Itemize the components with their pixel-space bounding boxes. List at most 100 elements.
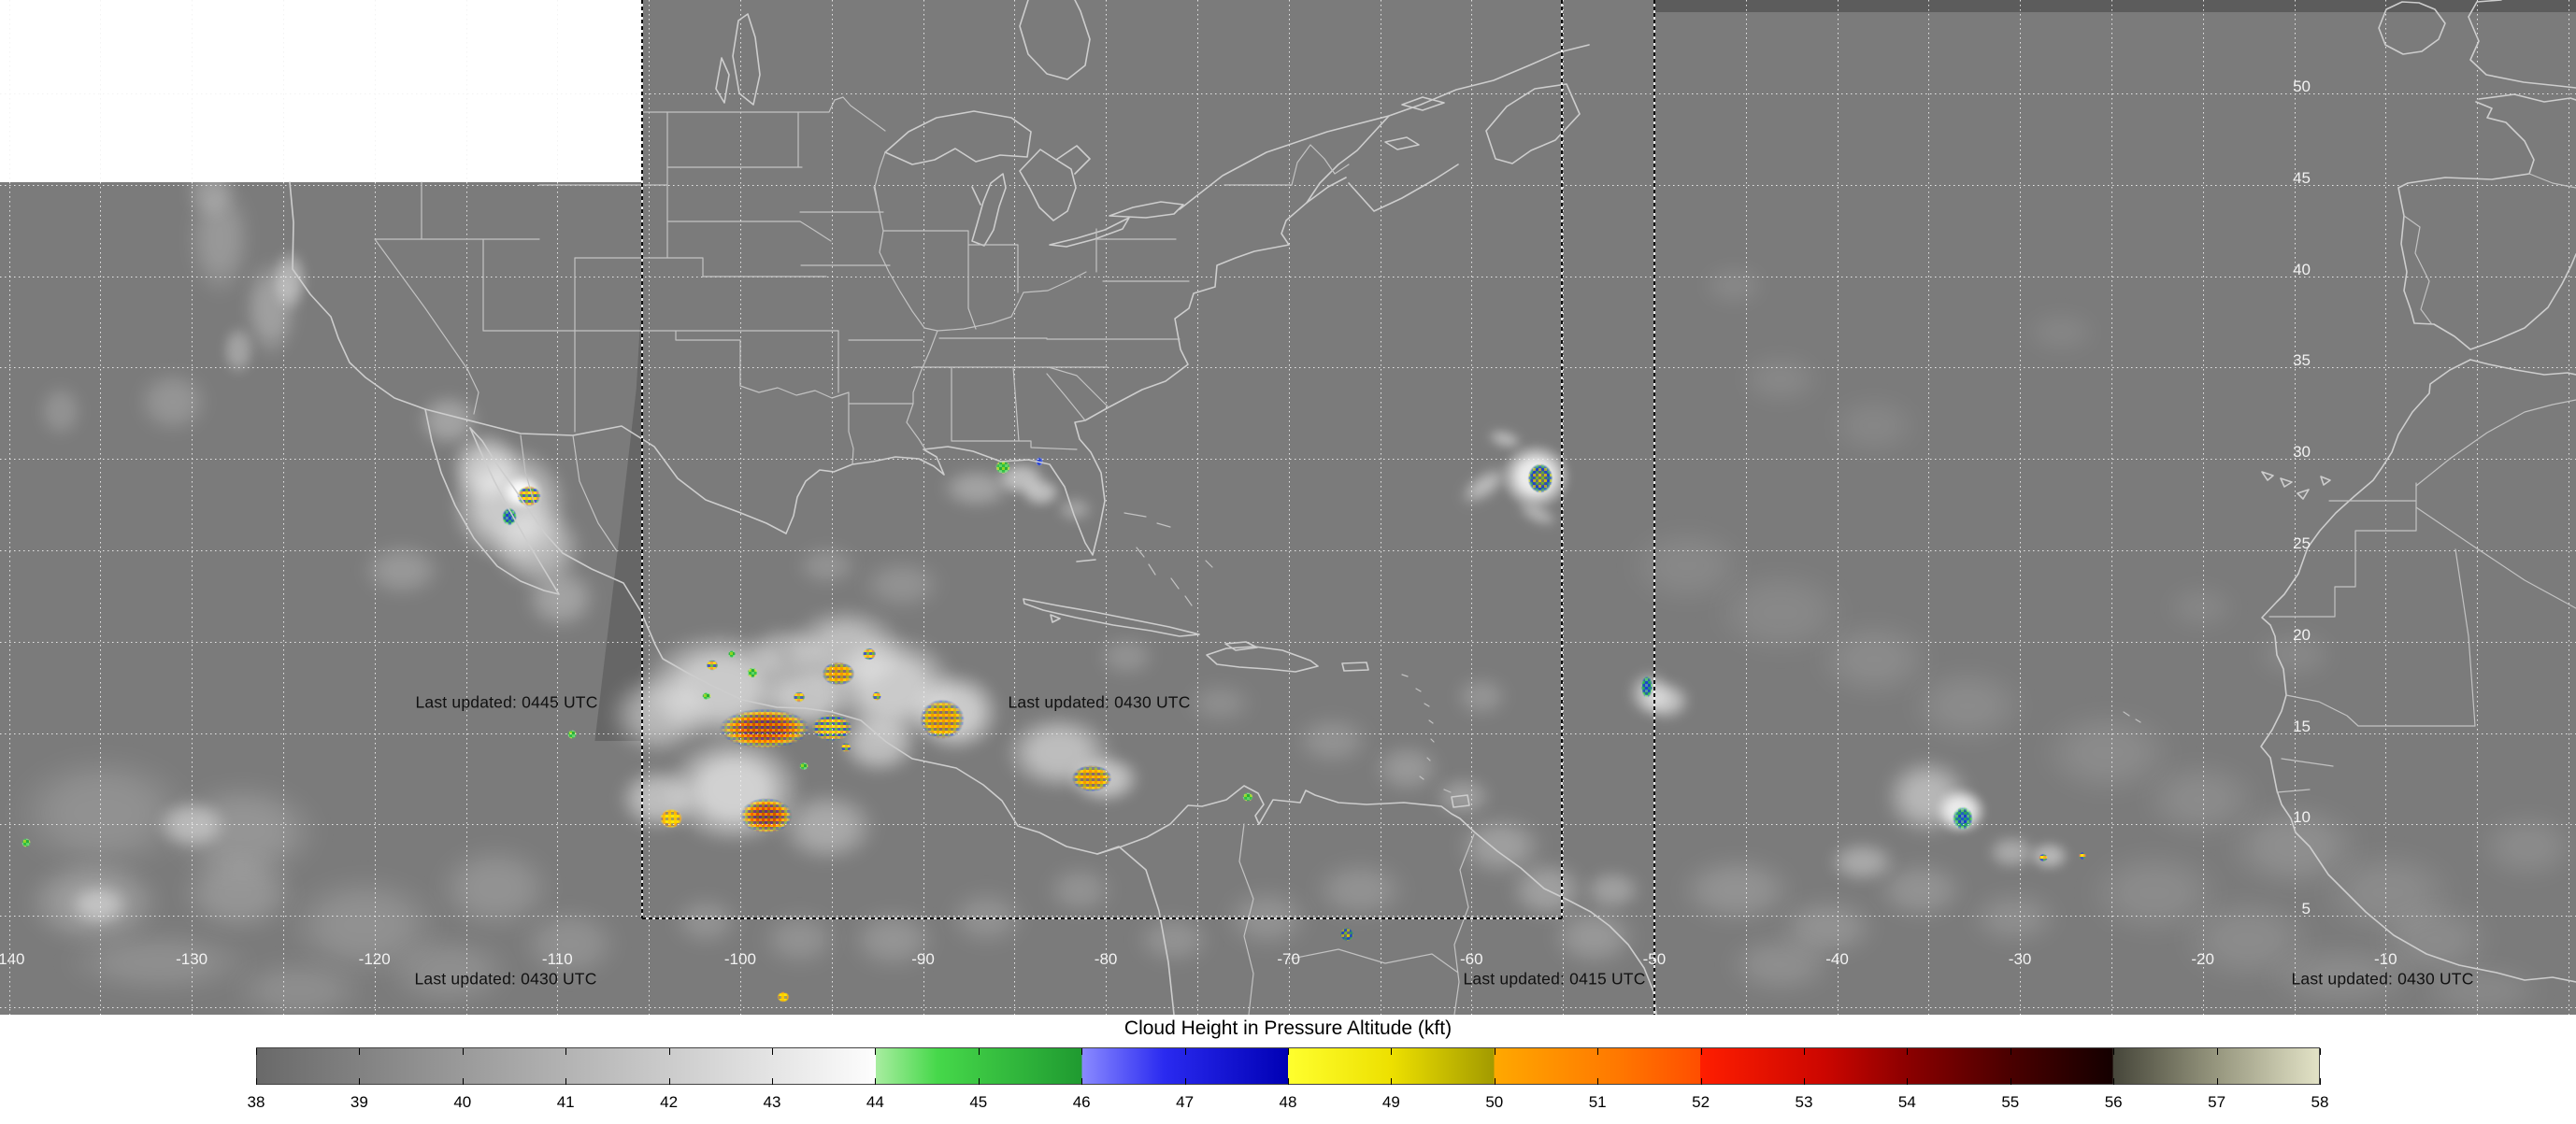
- colorbar-tick-label: 39: [350, 1093, 368, 1111]
- convection-blob: [1066, 761, 1117, 795]
- graticule-line: [1196, 0, 1198, 1015]
- convection-blob: [1639, 673, 1654, 701]
- convection-blob: [708, 704, 822, 754]
- convection-blob: [21, 837, 32, 848]
- graticule-line: [0, 733, 2576, 734]
- graticule-line: [0, 367, 2576, 369]
- colorbar-tick: [875, 1048, 877, 1055]
- convection-blob: [861, 647, 878, 662]
- colorbar-tick: [1494, 1048, 1496, 1055]
- updated-label: Last updated: 0415 UTC: [1463, 969, 1646, 989]
- colorbar-tick: [1597, 1048, 1599, 1055]
- colorbar-title: Cloud Height in Pressure Altitude (kft): [1123, 1017, 1453, 1039]
- colorbar-tick-label: 42: [660, 1093, 679, 1111]
- sector-boundary: [1561, 0, 1563, 918]
- updated-label: Last updated: 0430 UTC: [414, 969, 597, 989]
- graticule-line: [2111, 0, 2112, 1015]
- colorbar-tick: [565, 1078, 567, 1085]
- colorbar-tick: [772, 1078, 773, 1085]
- convection-blob: [701, 691, 712, 701]
- convection-blob: [798, 761, 809, 771]
- lon-label: -30: [2008, 950, 2032, 968]
- graticule-line: [739, 0, 741, 1015]
- convection-blob: [2038, 853, 2049, 862]
- convection-blob: [734, 793, 799, 838]
- lon-label: -20: [2191, 950, 2214, 968]
- convection-blob: [1950, 804, 1976, 833]
- convection-blob: [818, 659, 859, 689]
- colorbar-tick: [668, 1048, 670, 1055]
- colorbar-tick: [1288, 1078, 1289, 1085]
- colorbar-tick-label: 38: [247, 1093, 265, 1111]
- colorbar-tick-label: 44: [866, 1093, 884, 1111]
- missing-data-region: [0, 0, 642, 182]
- graticule-line: [465, 0, 467, 1015]
- colorbar-tick: [1700, 1048, 1702, 1055]
- colorbar-tick: [2320, 1078, 2321, 1085]
- satellite-map: -140 -130 -120 -110 -100 -90 -80 -70 -60 -50 -40 -3…: [0, 0, 2576, 1015]
- colorbar-tick: [359, 1078, 361, 1085]
- colorbar-tick: [978, 1048, 980, 1055]
- convection-blob: [776, 990, 791, 1003]
- graticule-line: [0, 550, 2576, 551]
- colorbar-tick: [668, 1078, 670, 1085]
- lon-label: -90: [911, 950, 935, 968]
- graticule-line: [1014, 0, 1016, 1015]
- lat-label: 50: [2293, 78, 2311, 95]
- lat-label: 45: [2293, 168, 2311, 187]
- colorbar-tick: [978, 1078, 980, 1085]
- colorbar-tick: [565, 1048, 567, 1055]
- colorbar-tick: [1597, 1078, 1599, 1085]
- colorbar-tick: [256, 1078, 257, 1085]
- graticule-line: [1928, 0, 1930, 1015]
- colorbar-tick-label: 56: [2104, 1093, 2123, 1111]
- colorbar-tick: [1184, 1048, 1186, 1055]
- coastlines-borders: [289, 0, 2576, 1015]
- graticule-line: [0, 1007, 2576, 1008]
- convection-blob: [1338, 926, 1355, 943]
- convection-blob: [2078, 851, 2087, 861]
- graticule-line: [1745, 0, 1747, 1015]
- graticule-line: [282, 0, 284, 1015]
- colorbar-tick: [772, 1048, 773, 1055]
- colorbar-tick-label: 50: [1485, 1093, 1504, 1111]
- colorbar-tick: [1081, 1048, 1083, 1055]
- graticule-line: [2020, 0, 2022, 1015]
- convection-blob: [657, 806, 685, 831]
- convection-blob: [871, 690, 882, 702]
- lat-label: 20: [2293, 625, 2311, 644]
- convection-blob: [1524, 460, 1556, 497]
- graticule-line: [1106, 0, 1108, 1015]
- colorbar-tick-label: 58: [2311, 1093, 2329, 1111]
- colorbar-tick: [462, 1048, 464, 1055]
- graticule-line: [192, 0, 193, 1015]
- colorbar-tick: [462, 1078, 464, 1085]
- sector-boundary: [641, 0, 643, 918]
- lon-label: -110: [541, 950, 573, 968]
- graticule-line: [0, 93, 2576, 94]
- graticule-line: [1837, 0, 1839, 1015]
- convection-blob: [705, 659, 720, 672]
- graticule-line: [0, 641, 2576, 643]
- colorbar-tick: [1288, 1048, 1289, 1055]
- graticule-line: [0, 916, 2576, 918]
- graticule-line: [2477, 0, 2479, 1015]
- lon-label: -10: [2374, 950, 2397, 968]
- sector-boundary: [1653, 0, 1655, 1015]
- colorbar-tick-label: 47: [1176, 1093, 1195, 1111]
- graticule-line: [0, 459, 2576, 461]
- colorbar-tick: [2216, 1048, 2218, 1055]
- meteosat-top-band: [1654, 0, 2576, 12]
- colorbar-tick: [1081, 1078, 1083, 1085]
- colorbar-tick: [875, 1078, 877, 1085]
- colorbar-tick: [359, 1048, 361, 1055]
- lon-label: -80: [1094, 950, 1118, 968]
- colorbar-tick-label: 52: [1692, 1093, 1710, 1111]
- colorbar-tick: [1804, 1078, 1805, 1085]
- graticule-line: [374, 0, 376, 1015]
- graticule-line: [2294, 0, 2296, 1015]
- lon-label: -100: [723, 950, 756, 968]
- updated-label: Last updated: 0430 UTC: [2291, 969, 2474, 989]
- lat-label: 35: [2293, 351, 2311, 370]
